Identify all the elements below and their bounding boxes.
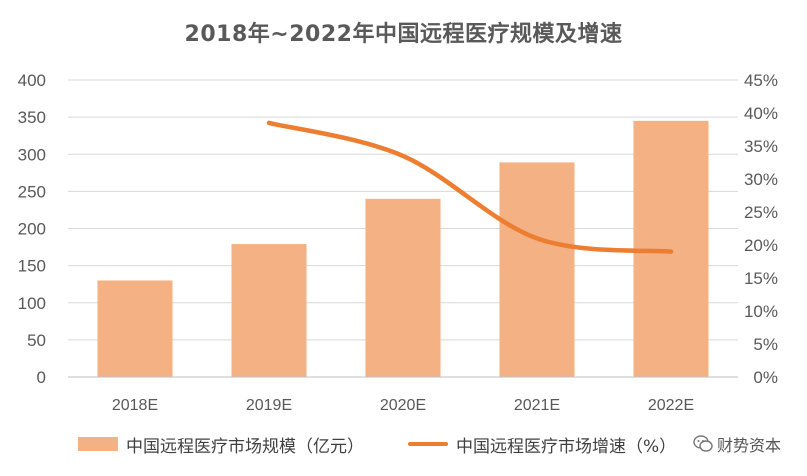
x-tick-label: 2021E <box>514 397 560 414</box>
x-tick-label: 2019E <box>246 397 292 414</box>
growth-line <box>266 120 674 254</box>
legend-line-label: 中国远程医疗市场增速（%） <box>456 436 677 457</box>
y-left-tick-label: 0 <box>37 368 46 387</box>
bar <box>231 244 307 377</box>
y-left-tick-label: 300 <box>18 145 46 164</box>
y-right-tick-label: 40% <box>744 104 778 123</box>
legend-item-line: 中国远程医疗市场增速（%） <box>408 432 676 457</box>
legend-bar-swatch <box>78 437 118 451</box>
y-right-tick-label: 20% <box>744 236 778 255</box>
legend-bar-label: 中国远程医疗市场规模（亿元） <box>126 436 364 457</box>
y-left-tick-label: 50 <box>27 331 46 350</box>
y-right-tick-label: 25% <box>744 203 778 222</box>
y-right-tick-label: 30% <box>744 170 778 189</box>
x-tick-label: 2022E <box>648 397 694 414</box>
bar <box>499 162 575 377</box>
watermark-text: 财势资本 <box>716 436 781 455</box>
x-tick-label: 2018E <box>112 397 158 414</box>
y-right-tick-label: 15% <box>744 269 778 288</box>
y-right-tick-label: 10% <box>744 302 778 321</box>
y-right-tick-label: 0% <box>753 368 778 387</box>
watermark: 财势资本 <box>688 430 785 458</box>
y-left-tick-label: 150 <box>18 257 46 276</box>
y-right-tick-label: 35% <box>744 137 778 156</box>
y-left-tick-label: 100 <box>18 294 46 313</box>
bar <box>365 198 441 377</box>
legend-item-bar: 中国远程医疗市场规模（亿元） <box>78 432 364 457</box>
y-right-tick-label: 5% <box>753 335 778 354</box>
x-tick-label: 2020E <box>380 397 426 414</box>
bar <box>97 280 173 377</box>
y-axis-left: 0 50 100 150 200 250 300 350 400 <box>18 71 46 387</box>
y-left-tick-label: 200 <box>18 220 46 239</box>
y-left-tick-label: 250 <box>18 182 46 201</box>
y-right-tick-label: 45% <box>744 71 778 90</box>
x-axis: 2018E 2019E 2020E 2021E 2022E <box>68 376 738 414</box>
chart-title: 2018年~2022年中国远程医疗规模及增速 <box>184 22 623 47</box>
legend: 中国远程医疗市场规模（亿元） 中国远程医疗市场增速（%） <box>78 428 720 460</box>
wechat-icon <box>693 435 713 452</box>
y-left-tick-label: 350 <box>18 108 46 127</box>
legend-line-swatch <box>408 442 448 446</box>
y-axis-right: 0% 5% 10% 15% 20% 25% 30% 35% 40% 45% <box>744 71 778 387</box>
line-series <box>266 120 674 254</box>
y-left-tick-label: 400 <box>18 71 46 90</box>
